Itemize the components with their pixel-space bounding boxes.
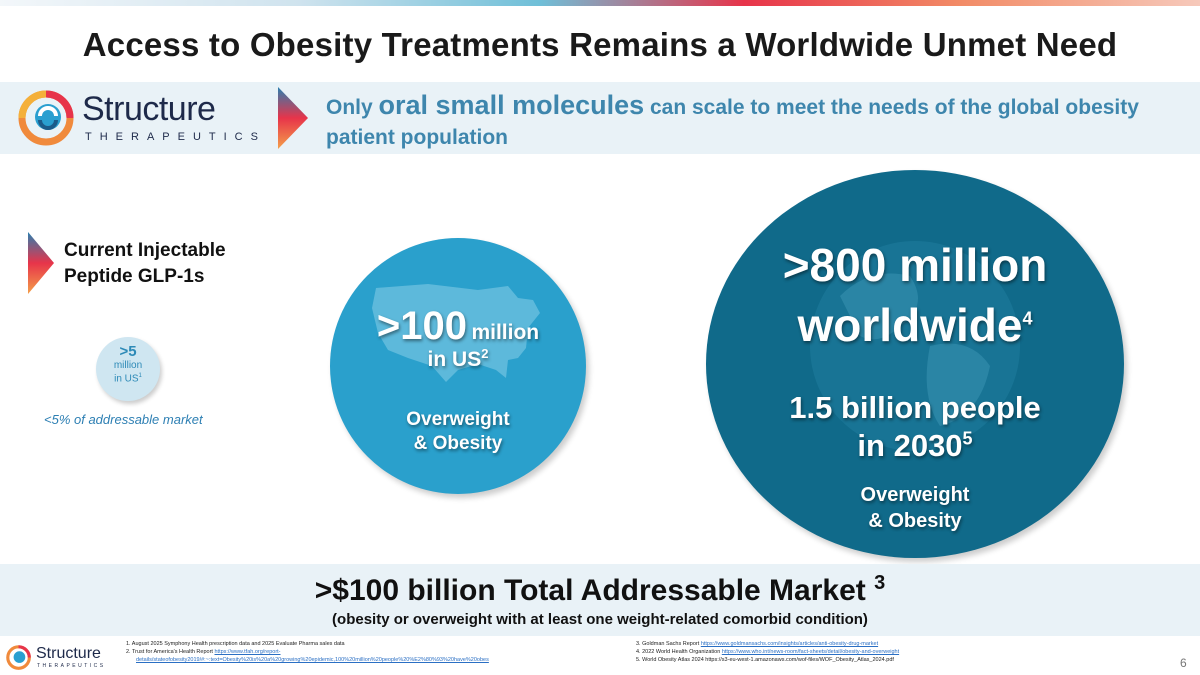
tagline-band bbox=[0, 82, 1200, 154]
us-region: in US bbox=[427, 348, 482, 371]
footnote-2-cont: details/stateofobesity2019/#:~:text=Obes… bbox=[136, 657, 489, 665]
tagline: Only oral small molecules can scale to m… bbox=[326, 90, 1186, 153]
footnote-3-link[interactable]: https://www.goldmansachs.com/insights/ar… bbox=[700, 641, 879, 647]
world-ref1: 4 bbox=[1022, 308, 1033, 329]
injectable-label: Current Injectable Peptide GLP-1s bbox=[64, 238, 226, 290]
footnote-3-text: 3. Goldman Sachs Report bbox=[636, 641, 701, 647]
us-label: Overweight & Obesity bbox=[330, 408, 586, 456]
tam-ref: 3 bbox=[874, 572, 886, 594]
injectable-label-line2: Peptide GLP-1s bbox=[64, 266, 205, 287]
footnote-2-text: 2. Trust for America's Health Report bbox=[126, 649, 215, 655]
us-region-line: in US2 bbox=[330, 346, 586, 372]
world-label-line2: & Obesity bbox=[868, 510, 962, 532]
tagline-emphasis: oral small molecules bbox=[378, 90, 645, 120]
injectable-chevron-icon bbox=[28, 232, 54, 294]
injectable-ref: 1 bbox=[138, 373, 142, 379]
tagline-part3: can scale to meet the needs of the globa… bbox=[326, 96, 1139, 149]
us-label-line2: & Obesity bbox=[413, 433, 503, 454]
injectable-label-line1: Current Injectable bbox=[64, 240, 226, 261]
injectable-region-text: in US bbox=[114, 373, 139, 385]
globe-icon bbox=[810, 241, 1020, 451]
us-label-line1: Overweight bbox=[406, 409, 510, 430]
world-line2-wrap: worldwide4 bbox=[706, 298, 1124, 352]
footnote-1: 1. August 2025 Symphony Health prescript… bbox=[126, 641, 345, 647]
footer-logo: Structure THERAPEUTICS bbox=[6, 645, 116, 673]
injectable-patients-circle: >5 million in US1 bbox=[96, 337, 160, 401]
tam-band bbox=[0, 564, 1200, 636]
tagline-part1: Only bbox=[326, 96, 379, 119]
us-value: >100 bbox=[376, 304, 467, 348]
addressable-market-note: <5% of addressable market bbox=[44, 412, 203, 427]
logo-subtitle: THERAPEUTICS bbox=[85, 131, 266, 143]
footer-logo-icon bbox=[6, 645, 31, 670]
world-line4-wrap: in 20305 bbox=[706, 428, 1124, 464]
world-line1: >800 million bbox=[782, 239, 1048, 291]
structure-logo-icon bbox=[18, 90, 74, 146]
us-circle: >100 million in US2 Overweight & Obesity bbox=[330, 238, 586, 494]
injectable-region: in US1 bbox=[96, 371, 160, 384]
world-line4: in 2030 bbox=[857, 428, 963, 463]
tam-subtitle: (obesity or overweight with at least one… bbox=[332, 611, 868, 628]
tagline-chevron-icon bbox=[278, 87, 308, 149]
us-map-icon bbox=[372, 284, 540, 382]
structure-logo: Structure THERAPEUTICS bbox=[18, 90, 258, 148]
world-circle: >800 million worldwide4 1.5 billion peop… bbox=[706, 170, 1124, 558]
footer-logo-subtitle: THERAPEUTICS bbox=[37, 663, 106, 669]
tam-headline: >$100 billion Total Addressable Market 3 bbox=[0, 572, 1200, 608]
slide-title: Access to Obesity Treatments Remains a W… bbox=[82, 26, 1118, 63]
footnote-2-link-b[interactable]: details/stateofobesity2019/#:~:text=Obes… bbox=[136, 657, 489, 663]
injectable-unit: million bbox=[113, 360, 143, 371]
us-ref: 2 bbox=[481, 346, 489, 361]
world-label-line1: Overweight bbox=[860, 484, 970, 506]
world-line2: worldwide bbox=[797, 299, 1023, 351]
page-number: 6 bbox=[1180, 656, 1187, 670]
world-line3: 1.5 billion people bbox=[789, 390, 1041, 425]
world-ref2: 5 bbox=[962, 428, 973, 449]
footnote-5: 5. World Obesity Atlas 2024 https://s3-e… bbox=[636, 657, 894, 663]
top-gradient-bar bbox=[0, 0, 1200, 6]
footnote-3: 3. Goldman Sachs Report https://www.gold… bbox=[636, 641, 878, 649]
footer-logo-wordmark: Structure bbox=[36, 645, 101, 662]
world-label: Overweight & Obesity bbox=[706, 482, 1124, 534]
us-value-line: >100 million bbox=[330, 304, 586, 349]
footnote-4: 4. 2022 World Health Organization https:… bbox=[636, 649, 899, 657]
injectable-value: >5 bbox=[119, 343, 137, 360]
footnote-4-text: 4. 2022 World Health Organization bbox=[636, 649, 722, 655]
us-unit: million bbox=[471, 321, 540, 344]
logo-wordmark: Structure bbox=[82, 90, 216, 128]
footnote-2: 2. Trust for America's Health Report htt… bbox=[126, 649, 281, 657]
footnote-2-link-a[interactable]: https://www.tfah.org/report- bbox=[214, 649, 281, 655]
footnote-4-link[interactable]: https://www.who.int/news-room/fact-sheet… bbox=[721, 649, 900, 655]
tam-headline-text: >$100 billion Total Addressable Market bbox=[314, 574, 866, 607]
